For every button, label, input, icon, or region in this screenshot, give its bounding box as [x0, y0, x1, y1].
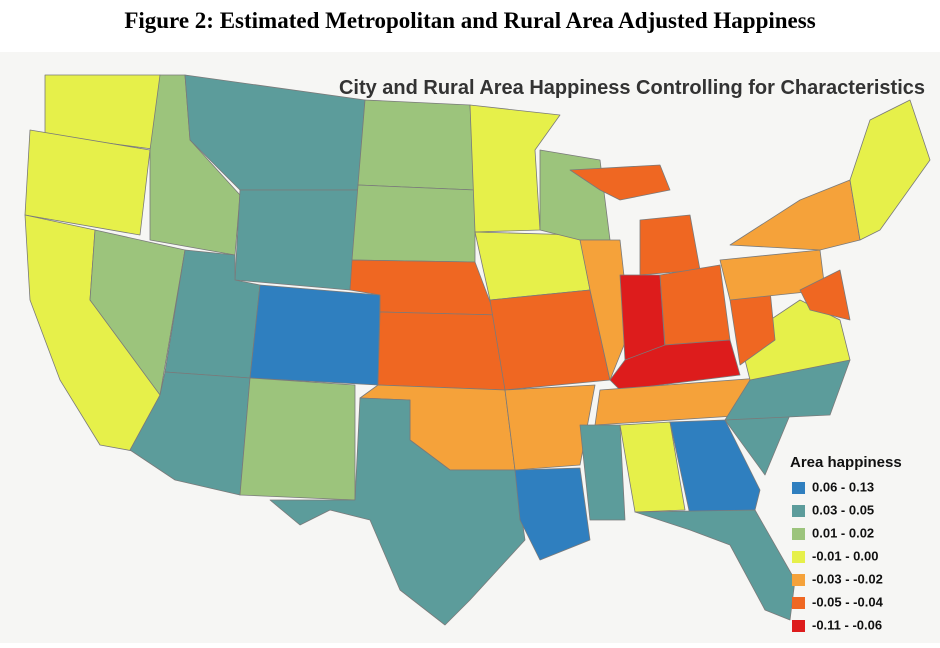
legend-swatch	[792, 574, 805, 586]
region	[579, 239, 631, 381]
region	[579, 424, 626, 521]
legend: Area happiness 0.06 - 0.13 0.03 - 0.05 0.0…	[790, 454, 902, 632]
region	[799, 269, 851, 321]
region	[639, 214, 701, 276]
region	[489, 289, 611, 391]
legend-swatch	[792, 597, 805, 609]
region	[234, 189, 359, 291]
map-title: City and Rural Area Happiness Controllin…	[339, 77, 925, 99]
region	[539, 149, 611, 241]
region	[474, 231, 591, 301]
legend-swatch	[792, 505, 805, 517]
region	[619, 421, 686, 513]
region	[634, 509, 796, 621]
legend-label: -0.03 - -0.02	[812, 571, 883, 586]
region	[514, 467, 591, 561]
legend-title: Area happiness	[790, 454, 902, 471]
region	[669, 419, 761, 516]
region	[469, 104, 561, 233]
region	[239, 377, 356, 501]
legend-label: 0.06 - 0.13	[812, 479, 874, 494]
region	[849, 99, 931, 241]
legend-swatch	[792, 482, 805, 494]
legend-swatch	[792, 528, 805, 540]
region	[659, 264, 731, 346]
legend-label: -0.11 - -0.06	[812, 617, 882, 632]
region	[504, 384, 596, 471]
legend-swatch	[792, 620, 805, 632]
region	[739, 299, 851, 381]
region	[351, 184, 476, 263]
region	[24, 129, 151, 236]
region	[269, 397, 526, 626]
region	[249, 284, 381, 386]
legend-label: 0.01 - 0.02	[812, 525, 874, 540]
legend-label: -0.05 - -0.04	[812, 594, 884, 609]
region	[569, 164, 671, 201]
map	[24, 74, 931, 626]
legend-swatch	[792, 551, 805, 563]
region	[357, 99, 476, 191]
legend-label: -0.01 - 0.00	[812, 548, 879, 563]
legend-label: 0.03 - 0.05	[812, 502, 874, 517]
region	[377, 311, 506, 391]
figure-title: Figure 2: Estimated Metropolitan and Rur…	[124, 8, 815, 33]
